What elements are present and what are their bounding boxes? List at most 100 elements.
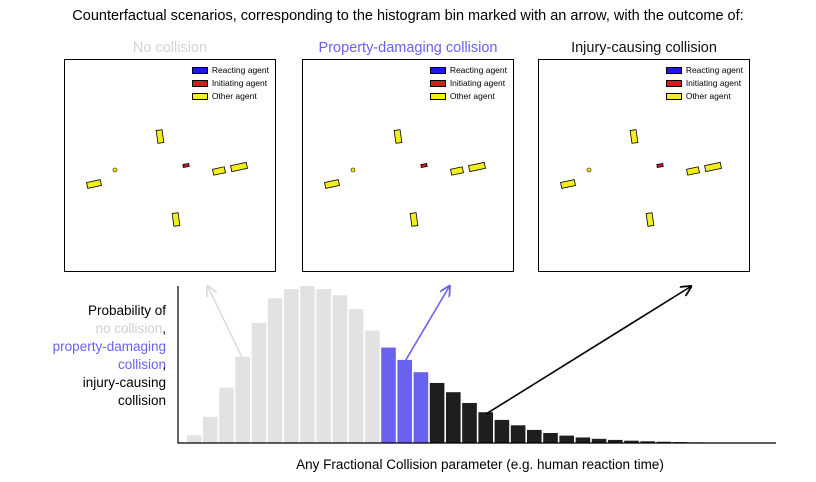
histogram-bar (494, 419, 510, 443)
scenario-scene (560, 129, 722, 227)
initiating-agent (182, 163, 190, 168)
ylabel-sep1: , (162, 321, 166, 336)
histogram-bar (575, 437, 591, 443)
histogram-bar (381, 347, 396, 443)
legend-entry: Reacting agent (429, 64, 507, 77)
legend-entry: Other agent (191, 90, 269, 103)
legend-label: Initiating agent (211, 78, 268, 88)
other-agent (629, 129, 639, 144)
histogram-bar (251, 322, 267, 443)
panel-title-injury-collision: Injury-causing collision (571, 40, 717, 56)
scenario-panel-no-collision: Reacting agent Initiating agent Other agen… (64, 59, 276, 272)
histogram-bar (413, 372, 429, 443)
legend-label: Reacting agent (211, 65, 269, 75)
y-axis-label: Probability of no collision, property-da… (0, 302, 166, 410)
scenario-legend: Reacting agent Initiating agent Other agen… (191, 64, 269, 103)
scenario-scene (86, 129, 248, 227)
legend-swatch (665, 80, 682, 87)
small-agent-marker (112, 167, 118, 173)
legend-label: Reacting agent (449, 65, 507, 75)
other-agent (560, 179, 576, 189)
legend-swatch (429, 67, 446, 74)
legend-swatch (191, 80, 208, 87)
other-agent (704, 161, 722, 173)
histogram-bar (608, 439, 623, 443)
arrow-to-no-collision (208, 287, 244, 360)
chart-axes (177, 286, 776, 444)
ylabel-no-collision: no collision (95, 321, 163, 336)
legend-entry: Initiating agent (191, 77, 269, 90)
arrow-to-injury-collision (485, 287, 690, 415)
other-agent (212, 166, 226, 176)
ylabel-property: property-damaging collision (52, 339, 166, 372)
histogram-bar (559, 435, 574, 443)
other-agent (171, 212, 181, 227)
ylabel-line1: Probability of (87, 303, 166, 318)
legend-entry: Reacting agent (665, 64, 743, 77)
legend-label: Initiating agent (685, 78, 742, 88)
other-agent (324, 179, 340, 189)
other-agent (468, 161, 486, 173)
other-agent (155, 129, 165, 144)
histogram-bar (235, 356, 250, 443)
legend-label: Reacting agent (685, 65, 743, 75)
scenario-scene (324, 129, 486, 227)
legend-entry: Reacting agent (191, 64, 269, 77)
histogram-bar (316, 289, 331, 443)
arrow-to-property-collision (404, 287, 449, 363)
legend-label: Other agent (449, 91, 495, 101)
histogram-bar (543, 432, 558, 443)
histogram-bar (267, 298, 283, 443)
histogram-bar (429, 382, 445, 443)
scenario-panel-injury-collision: Reacting agent Initiating agent Other agen… (538, 59, 750, 272)
legend-swatch (429, 93, 446, 100)
legend-entry: Initiating agent (429, 77, 507, 90)
legend-entry: Other agent (429, 90, 507, 103)
legend-swatch (191, 93, 208, 100)
legend-swatch (429, 80, 446, 87)
panel-title-no-collision: No collision (132, 40, 208, 56)
other-agent (450, 166, 464, 176)
histogram-bar (300, 286, 315, 443)
legend-entry: Initiating agent (665, 77, 743, 90)
histogram-bar (348, 309, 364, 443)
legend-swatch (191, 67, 208, 74)
other-agent (409, 212, 419, 227)
histogram-bar (365, 330, 380, 443)
histogram-bar (656, 441, 672, 443)
initiating-agent (420, 163, 428, 168)
histogram-bar (186, 435, 202, 443)
histogram-bar (203, 416, 218, 443)
other-agent (230, 161, 248, 173)
histogram-bar (284, 289, 299, 443)
panel-title-property-collision: Property-damaging collision (318, 40, 498, 56)
other-agent (645, 212, 655, 227)
page-title: Counterfactual scenarios, corresponding … (72, 8, 744, 24)
legend-label: Initiating agent (449, 78, 506, 88)
histogram-bar (332, 295, 348, 443)
scenario-legend: Reacting agent Initiating agent Other agen… (429, 64, 507, 103)
other-agent (393, 129, 403, 144)
histogram-bar (478, 412, 493, 443)
small-agent-marker (350, 167, 356, 173)
initiating-agent (656, 163, 664, 168)
ylabel-sep2: , (162, 357, 166, 372)
legend-swatch (665, 67, 682, 74)
histogram-bar (527, 429, 542, 443)
histogram-bar (397, 359, 412, 443)
histogram-bar (591, 438, 607, 443)
histogram-bar (462, 402, 477, 443)
other-agent (686, 166, 700, 176)
small-agent-marker (586, 167, 592, 173)
histogram-bar (446, 392, 461, 443)
scenario-legend: Reacting agent Initiating agent Other agen… (665, 64, 743, 103)
ylabel-injury: injury-causing collision (82, 375, 166, 408)
scenario-panel-property-collision: Reacting agent Initiating agent Other agen… (302, 59, 514, 272)
legend-label: Other agent (685, 91, 731, 101)
histogram-bar (510, 425, 526, 443)
legend-label: Other agent (211, 91, 257, 101)
x-axis-label: Any Fractional Collision parameter (e.g.… (296, 457, 664, 472)
histogram-bar (640, 441, 655, 443)
legend-entry: Other agent (665, 90, 743, 103)
